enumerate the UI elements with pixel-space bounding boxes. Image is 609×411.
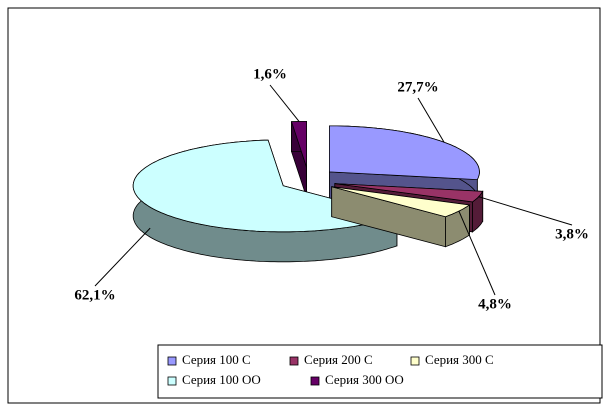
leader-line [94,227,151,287]
leader-line [269,84,300,122]
leader-line [458,210,496,296]
slice [331,186,471,248]
leader-line [417,97,445,143]
legend-label: Серия 200 С [304,352,373,367]
legend: Серия 100 С Серия 200 С Серия 300 С Серия 1… [167,352,494,387]
slice-top [290,121,307,168]
legend-label: Серия 300 ОО [325,372,404,387]
pie: 27,7% 3,8% 4,8% 62,1% 1,6% [74,66,589,312]
data-label: 62,1% [74,287,115,303]
slice-top [331,186,471,218]
legend-label: Серия 100 С [182,352,251,367]
data-label: 1,6% [253,66,287,82]
data-label: 27,7% [397,79,438,95]
legend-box [157,344,603,399]
data-label: 4,8% [478,296,512,312]
data-label: 3,8% [555,226,589,242]
slice-top [132,139,399,233]
legend-swatch [167,356,177,366]
legend-swatch [289,356,299,366]
legend-label: Серия 100 ОО [182,372,261,387]
leader-line [478,196,573,226]
slice-top [334,183,484,203]
slice [290,121,307,198]
legend-swatch [167,376,177,386]
legend-swatch [410,356,420,366]
legend-label: Серия 300 С [425,352,494,367]
legend-swatch [310,376,320,386]
